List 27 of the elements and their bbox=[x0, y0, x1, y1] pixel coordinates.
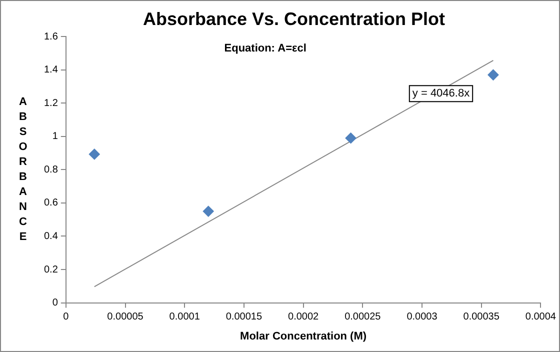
x-tick-label: 0.00015 bbox=[226, 312, 262, 323]
text: Equation: A=εcl bbox=[224, 42, 306, 55]
point bbox=[488, 69, 499, 80]
x-tick-label: 0.0004 bbox=[525, 312, 556, 323]
x-tick-label: 0 bbox=[63, 312, 70, 323]
text: ABSORBANCE bbox=[18, 96, 28, 244]
x-tick-label: 0.0003 bbox=[406, 312, 438, 323]
x-tick-label: 0.0001 bbox=[169, 312, 200, 323]
x-tick-label: 0.00005 bbox=[107, 312, 144, 323]
x-tick-label: 0.00025 bbox=[344, 312, 382, 323]
point bbox=[345, 132, 356, 144]
y-tick-label: 0 bbox=[52, 298, 58, 309]
point bbox=[88, 148, 100, 160]
chart-title: Absorbance Vs. Concentration Plot bbox=[142, 8, 446, 29]
y-tick-label: 1.4 bbox=[44, 64, 58, 76]
y-tick-label: 0.4 bbox=[44, 231, 58, 242]
y-tick-label: 0.8 bbox=[44, 164, 58, 176]
x-axis-title: Molar Concentration (M) bbox=[240, 330, 367, 342]
y-tick-label: 1.2 bbox=[44, 98, 58, 109]
annotation: y = 4046.8x bbox=[412, 88, 470, 100]
point bbox=[202, 206, 214, 217]
x-tick-label: 0.00035 bbox=[463, 312, 500, 323]
y-tick-label: 0.2 bbox=[44, 264, 58, 276]
x-tick-label: 0.0002 bbox=[288, 312, 320, 323]
y-tick-label: 0.6 bbox=[44, 198, 58, 209]
y-tick-label: 1 bbox=[52, 131, 58, 142]
y-tick-label: 1.6 bbox=[44, 31, 58, 42]
